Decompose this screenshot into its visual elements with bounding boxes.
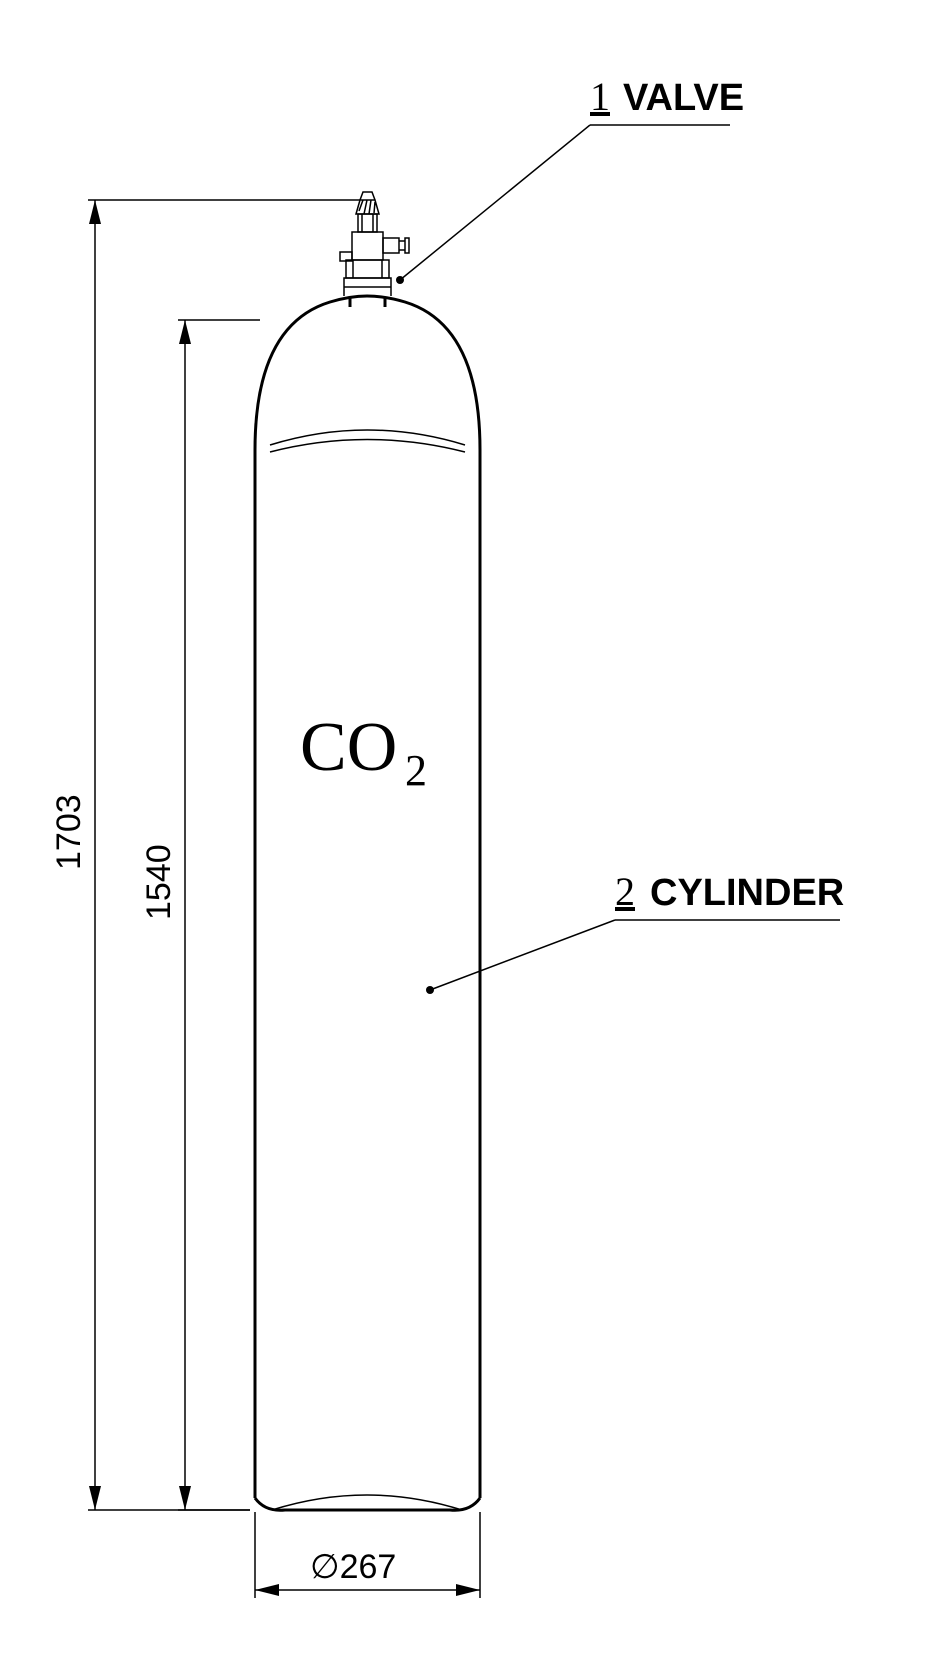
gas-label: CO 2 [300, 709, 427, 795]
dim-height-body: 1540 [140, 320, 260, 1510]
callout-cylinder-label: CYLINDER [650, 872, 844, 914]
technical-drawing: CO 2 1 VALVE 2 CYLINDER 1703 [0, 0, 931, 1680]
dim-diameter-value: ∅267 [310, 1548, 396, 1586]
dim-height-total: 1703 [50, 200, 360, 1510]
dim-height-total-value: 1703 [50, 794, 88, 870]
dim-diameter: ∅267 [255, 1512, 480, 1598]
gas-label-sub: 2 [405, 746, 427, 795]
gas-label-main: CO [300, 709, 397, 786]
callout-valve: 1 VALVE [396, 74, 744, 284]
dim-height-body-value: 1540 [140, 844, 178, 920]
callout-valve-label: VALVE [623, 77, 744, 119]
callout-valve-num: 1 [590, 74, 610, 119]
cylinder-body [255, 296, 480, 1510]
callout-cylinder-num: 2 [615, 869, 635, 914]
callout-cylinder: 2 CYLINDER [426, 869, 844, 994]
